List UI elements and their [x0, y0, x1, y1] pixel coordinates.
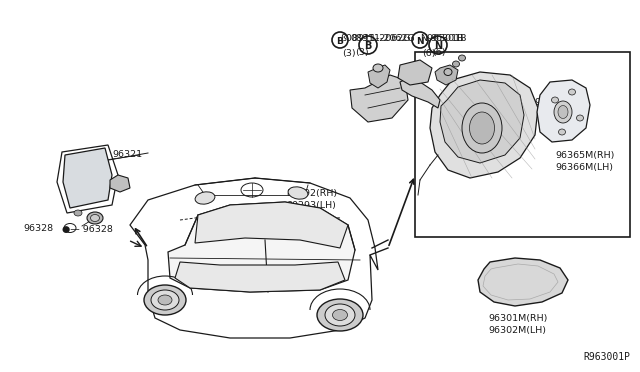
Text: (6): (6)	[432, 48, 445, 57]
Polygon shape	[63, 148, 112, 208]
Ellipse shape	[373, 64, 383, 72]
Ellipse shape	[462, 103, 502, 153]
Ellipse shape	[558, 106, 568, 119]
Text: 96366M(LH): 96366M(LH)	[555, 163, 613, 171]
Polygon shape	[398, 60, 432, 85]
Ellipse shape	[444, 68, 452, 76]
Ellipse shape	[317, 299, 363, 331]
Text: (3): (3)	[342, 48, 356, 58]
Text: 96365M(RH): 96365M(RH)	[555, 151, 614, 160]
Ellipse shape	[325, 304, 355, 326]
Ellipse shape	[554, 101, 572, 123]
Text: N96301B: N96301B	[420, 33, 463, 42]
Ellipse shape	[559, 129, 566, 135]
Ellipse shape	[552, 97, 559, 103]
Polygon shape	[537, 80, 590, 142]
Text: ß08911-2062G: ß08911-2062G	[340, 33, 410, 42]
Text: 96302M(LH): 96302M(LH)	[488, 326, 546, 334]
Text: 96302(LH): 96302(LH)	[534, 110, 584, 119]
Polygon shape	[168, 202, 355, 292]
Text: B: B	[337, 36, 344, 45]
Polygon shape	[350, 75, 408, 122]
Text: 80293(LH): 80293(LH)	[286, 201, 336, 209]
Text: N: N	[416, 36, 424, 45]
Polygon shape	[368, 65, 390, 88]
Ellipse shape	[158, 295, 172, 305]
Ellipse shape	[87, 212, 103, 224]
Text: 96321: 96321	[112, 150, 142, 159]
Ellipse shape	[74, 210, 82, 216]
Ellipse shape	[144, 285, 186, 315]
Ellipse shape	[452, 61, 460, 67]
Ellipse shape	[195, 192, 215, 204]
Ellipse shape	[288, 187, 308, 199]
Polygon shape	[195, 202, 348, 248]
Text: ●— 96328: ●— 96328	[62, 224, 113, 234]
Text: (6): (6)	[422, 48, 435, 58]
Text: 08911-2062G: 08911-2062G	[350, 33, 415, 42]
Polygon shape	[175, 262, 345, 292]
Ellipse shape	[151, 290, 179, 310]
Ellipse shape	[470, 112, 495, 144]
Polygon shape	[400, 78, 440, 108]
Text: 96301(RH): 96301(RH)	[534, 97, 585, 106]
Text: R963001P: R963001P	[583, 352, 630, 362]
Bar	[415, 52, 630, 237]
Text: 96301M(RH): 96301M(RH)	[488, 314, 547, 323]
Text: (3): (3)	[355, 48, 369, 57]
Text: 96301B: 96301B	[430, 33, 467, 42]
Ellipse shape	[333, 310, 348, 321]
Polygon shape	[435, 65, 458, 85]
Polygon shape	[440, 80, 524, 163]
Text: 96328: 96328	[24, 224, 54, 232]
Polygon shape	[478, 258, 568, 306]
Polygon shape	[430, 72, 538, 178]
Text: 80292(RH): 80292(RH)	[286, 189, 337, 198]
Polygon shape	[110, 175, 130, 192]
Ellipse shape	[458, 55, 465, 61]
Text: N: N	[434, 41, 442, 51]
Ellipse shape	[90, 215, 99, 221]
Ellipse shape	[568, 89, 575, 95]
Ellipse shape	[577, 115, 584, 121]
Text: B: B	[364, 41, 372, 51]
